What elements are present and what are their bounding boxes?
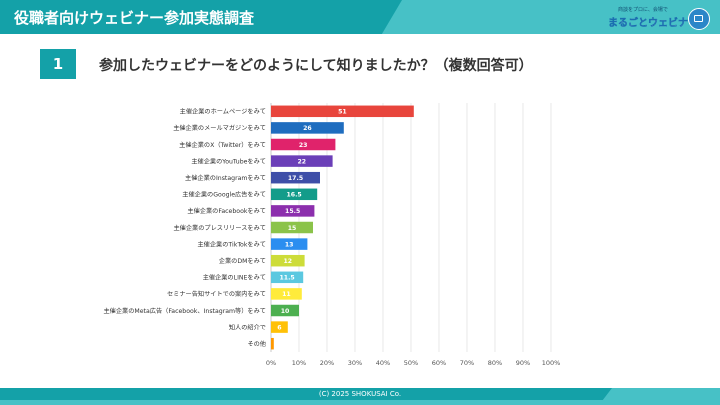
category-label: 知人の紹介で	[229, 323, 266, 331]
data-label: 51	[338, 109, 347, 116]
header-title-tab	[0, 0, 402, 34]
category-label: その他	[247, 340, 266, 348]
footer-accent	[0, 388, 612, 400]
bar	[271, 122, 344, 134]
category-label: 主催企業のYouTubeをみて	[191, 157, 266, 165]
data-label: 13	[285, 241, 294, 248]
category-label: 主催企業のプレスリリースをみて	[173, 224, 266, 232]
x-tick-label: 50%	[404, 359, 418, 367]
copyright: (C) 2025 SHOKUSAI Co.	[318, 390, 402, 398]
data-label: 11	[282, 291, 291, 298]
data-label: 17.5	[288, 175, 303, 182]
data-label: 15.5	[285, 208, 300, 215]
category-label: 企業のDMをみて	[219, 257, 266, 265]
x-tick-label: 60%	[432, 359, 446, 367]
data-label: 23	[299, 142, 308, 149]
brand-logo: 商談をプロに、会場で まるごとウェビナー	[600, 6, 712, 30]
category-label: 主催企業のホームページをみて	[180, 108, 266, 116]
x-tick-label: 40%	[376, 359, 390, 367]
bar	[271, 304, 299, 317]
category-label: セミナー告知サイトでの案内をみて	[167, 290, 266, 298]
bar	[271, 171, 320, 184]
data-label: 26	[303, 125, 312, 132]
bar	[271, 155, 333, 167]
category-label: 主催企業のメールマガジンをみて	[173, 124, 266, 132]
bar	[271, 105, 414, 118]
x-tick-label: 100%	[542, 359, 561, 367]
question-number-badge: 1	[40, 49, 76, 79]
question-text: 参加したウェビナーをどのようにして知りましたか？（複数回答可）	[99, 58, 533, 74]
x-tick-label: 80%	[488, 359, 502, 367]
bar	[271, 188, 318, 201]
x-tick-label: 20%	[320, 359, 334, 367]
bar	[271, 238, 308, 250]
category-label: 主催企業のFacebookをみて	[187, 207, 266, 215]
bar	[271, 271, 304, 284]
data-label: 22	[297, 158, 306, 165]
bar	[271, 205, 315, 217]
data-label: 6	[277, 324, 281, 331]
category-label: 主催企業のMeta広告（Facebook、Instagram等）をみて	[103, 307, 266, 315]
data-label: 12	[283, 258, 292, 265]
category-label: 主催企業のGoogle広告をみて	[182, 191, 266, 199]
data-label: 11.5	[279, 275, 294, 282]
bar	[271, 138, 336, 151]
bar	[271, 254, 305, 267]
page-title: 役職者向けウェビナー参加実態調査	[14, 9, 255, 27]
category-label: 主催企業のInstagramをみて	[185, 174, 266, 182]
x-tick-label: 90%	[516, 359, 530, 367]
category-label: 主催企業のX（Twitter）をみて	[179, 141, 266, 149]
x-tick-label: 30%	[348, 359, 362, 367]
x-tick-label: 70%	[460, 359, 474, 367]
bar	[271, 337, 274, 350]
bar	[271, 221, 313, 234]
data-label: 16.5	[286, 192, 301, 199]
monitor-icon	[688, 8, 710, 30]
data-label: 15	[288, 225, 297, 232]
x-tick-label: 10%	[292, 359, 306, 367]
logo-name: まるごとウェビナー	[608, 18, 698, 29]
bar	[271, 321, 288, 333]
x-tick-label: 0%	[266, 359, 276, 367]
data-label: 10	[281, 308, 290, 315]
logo-tagline: 商談をプロに、会場で	[618, 7, 668, 13]
category-label: 主催企業のTikTokをみて	[198, 240, 267, 248]
category-label: 主催企業のLINEをみて	[203, 274, 266, 282]
bar	[271, 288, 302, 300]
